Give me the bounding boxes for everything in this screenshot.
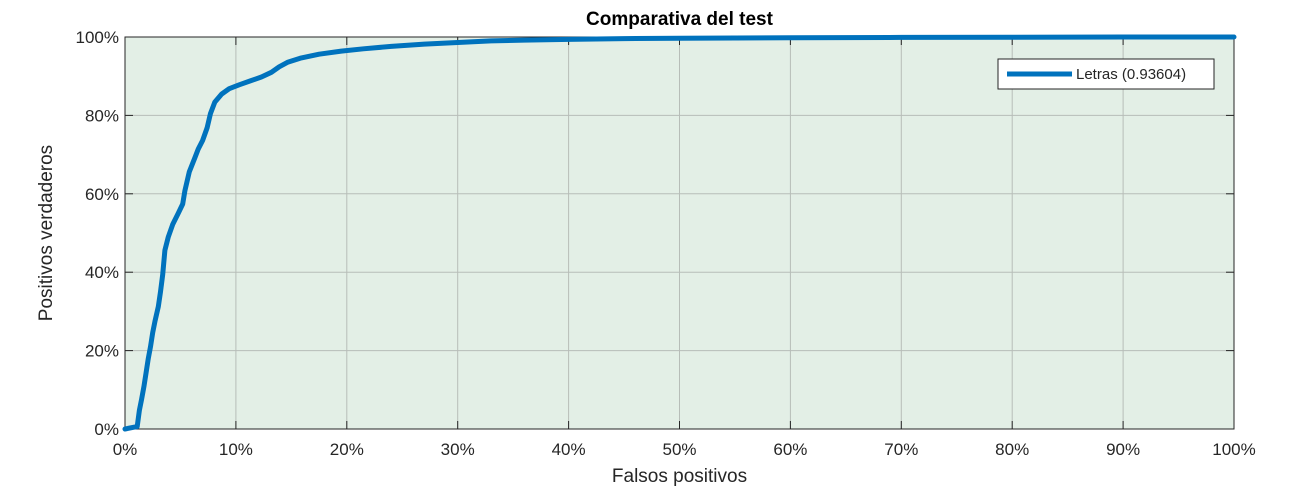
y-tick-labels: 0% 20% 40% 60% 80% 100%	[76, 28, 119, 439]
x-axis-label: Falsos positivos	[612, 466, 747, 487]
y-tick-label: 80%	[85, 106, 119, 125]
series-layer	[122, 34, 1237, 432]
x-tick-label: 10%	[219, 440, 253, 459]
x-tick-label: 80%	[995, 440, 1029, 459]
x-tick-label: 30%	[441, 440, 475, 459]
x-tick-label: 20%	[330, 440, 364, 459]
legend: Letras (0.93604)	[997, 58, 1215, 90]
x-tick-label: 90%	[1106, 440, 1140, 459]
grid-lines	[125, 37, 1234, 429]
x-tick-label: 0%	[113, 440, 138, 459]
y-tick-label: 60%	[85, 185, 119, 204]
y-tick-label: 0%	[94, 420, 119, 439]
x-tick-labels: 0% 10% 20% 30% 40% 50% 60% 70% 80% 90% 100%	[113, 440, 1256, 459]
y-tick-label: 100%	[76, 28, 119, 47]
legend-label-letras: Letras (0.93604)	[1076, 66, 1186, 83]
x-tick-label: 70%	[884, 440, 918, 459]
y-axis-label: Positivos verdaderos	[36, 145, 57, 321]
y-tick-label: 20%	[85, 342, 119, 361]
chart-title: Comparativa del test	[586, 9, 774, 30]
x-tick-label: 50%	[662, 440, 696, 459]
x-tick-label: 40%	[552, 440, 586, 459]
y-tick-label: 40%	[85, 263, 119, 282]
x-tick-label: 60%	[773, 440, 807, 459]
series-line-0	[122, 34, 1237, 432]
x-tick-label: 100%	[1212, 440, 1255, 459]
